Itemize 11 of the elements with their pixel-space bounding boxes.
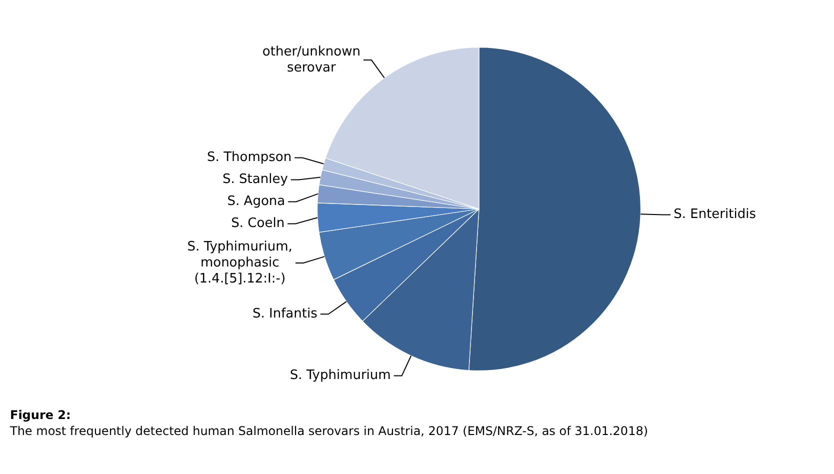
slice-label: S. Typhimurium [290,368,391,384]
slice-label: other/unknown serovar [262,44,360,76]
slice-label: S. Enteritidis [674,207,756,222]
slice-label: S. Typhimurium, monophasic (1.4.[5].12:I:-) [187,239,292,286]
text: Figure 2: [10,408,72,422]
slice-label: S. Stanley [222,172,288,188]
slice-label: S. Agona [227,194,286,210]
slice-label: S. Thompson [207,150,292,166]
slice-label: S. Coeln [231,216,285,232]
text: The most frequently detected human Salmonella serovars in Austria, 2017 (EMS/NRZ-S, as of 31.01.2018) [10,424,650,438]
slice-label: S. Infantis [252,306,318,322]
